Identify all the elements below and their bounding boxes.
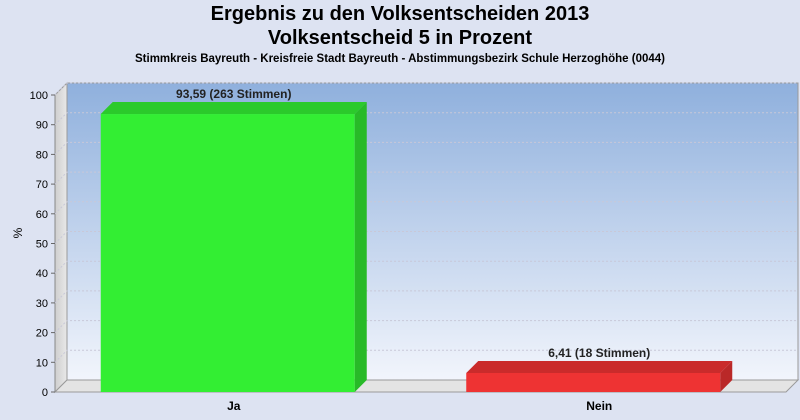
gridline [54,82,798,96]
y-tick-label: 80 [36,149,48,161]
y-axis-label: % [11,227,25,238]
bar-top [466,360,733,373]
gridline [54,171,798,185]
gridline [54,290,798,304]
y-tick-label: 40 [36,268,48,280]
gridline [54,231,798,244]
bar-top [100,102,367,115]
gridline [54,320,798,333]
y-tick-label: 100 [30,90,48,102]
y-tick-label: 60 [36,209,48,221]
y-tick-label: 50 [36,239,48,251]
y-tick-label: 0 [42,387,48,399]
y-tick-label: 70 [36,179,48,191]
bar-side [720,360,733,392]
x-category-label: Ja [227,399,241,413]
data-label: 6,41 (18 Stimmen) [548,346,650,360]
bar-side [354,102,367,393]
y-tick-label: 30 [36,298,48,310]
y-tick-label: 90 [36,120,48,132]
chart-title: Ergebnis zu den Volksentscheiden 2013 [210,3,590,25]
chart-subtitle: Volksentscheid 5 in Prozent [267,27,533,49]
data-label: 93,59 (263 Stimmen) [176,87,291,101]
y-tick-label: 10 [36,357,48,369]
bar-front [466,372,721,392]
gridline [54,349,798,363]
gridline [54,201,798,215]
x-category-label: Nein [586,399,612,413]
gridline [54,141,798,155]
gridline [54,260,798,274]
bar-front [100,114,355,393]
gridline [54,112,798,126]
y-tick-label: 20 [36,328,48,340]
chart-caption: Stimmkreis Bayreuth - Kreisfreie Stadt B… [135,53,665,65]
